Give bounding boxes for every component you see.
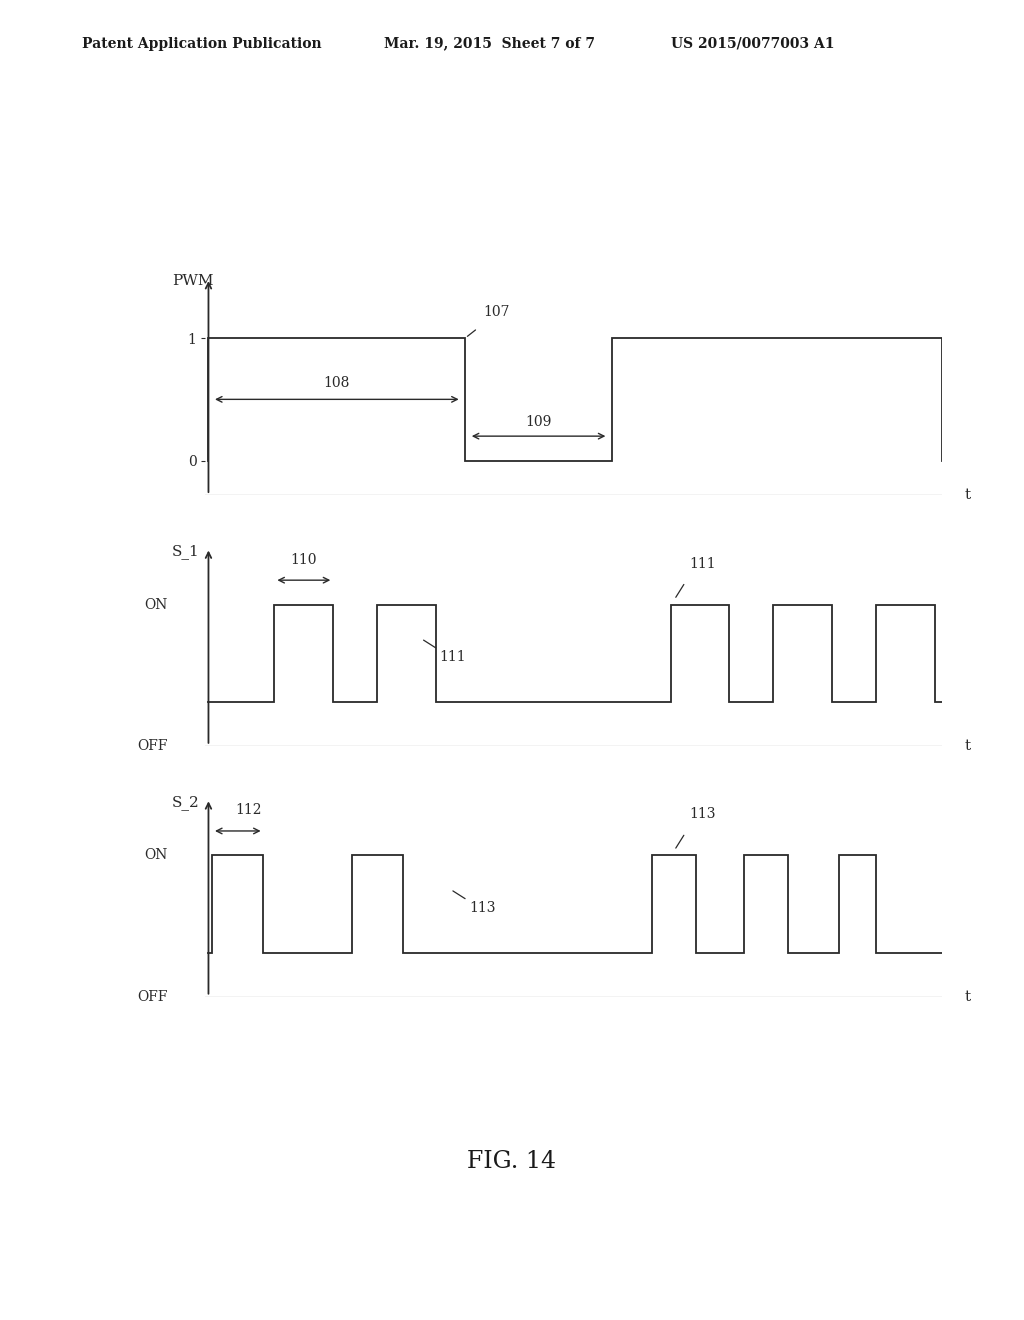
Text: 111: 111 bbox=[439, 649, 466, 664]
Text: 110: 110 bbox=[291, 553, 317, 566]
Text: t: t bbox=[964, 739, 970, 752]
Text: t: t bbox=[964, 990, 970, 1003]
Text: ON: ON bbox=[144, 849, 168, 862]
Text: 112: 112 bbox=[236, 804, 262, 817]
Text: 109: 109 bbox=[525, 416, 552, 429]
Text: US 2015/0077003 A1: US 2015/0077003 A1 bbox=[671, 37, 835, 50]
Text: S_2: S_2 bbox=[172, 795, 200, 809]
Text: S_1: S_1 bbox=[172, 544, 200, 558]
Text: 107: 107 bbox=[483, 305, 510, 319]
Text: Patent Application Publication: Patent Application Publication bbox=[82, 37, 322, 50]
Text: t: t bbox=[964, 488, 970, 502]
Text: Mar. 19, 2015  Sheet 7 of 7: Mar. 19, 2015 Sheet 7 of 7 bbox=[384, 37, 595, 50]
Text: OFF: OFF bbox=[137, 990, 168, 1003]
Text: OFF: OFF bbox=[137, 739, 168, 752]
Text: 111: 111 bbox=[689, 557, 716, 570]
Text: FIG. 14: FIG. 14 bbox=[467, 1150, 557, 1173]
Text: 113: 113 bbox=[689, 808, 716, 821]
Text: ON: ON bbox=[144, 598, 168, 611]
Text: 113: 113 bbox=[469, 900, 496, 915]
Text: 108: 108 bbox=[324, 376, 350, 391]
Text: PWM: PWM bbox=[172, 275, 213, 288]
